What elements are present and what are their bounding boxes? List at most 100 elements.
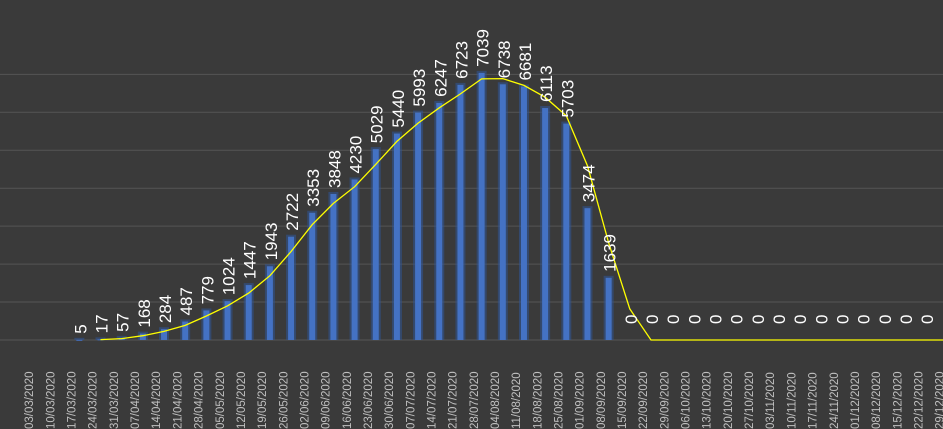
data-label: 2722 bbox=[283, 193, 302, 231]
data-label: 0 bbox=[664, 315, 683, 324]
data-label: 1024 bbox=[220, 257, 239, 295]
x-tick-label: 02/06/2020 bbox=[299, 371, 311, 429]
bar bbox=[351, 179, 358, 340]
data-label: 0 bbox=[770, 314, 789, 323]
x-tick-label: 21/07/2020 bbox=[448, 371, 460, 429]
bar bbox=[139, 333, 146, 340]
data-label: 779 bbox=[198, 276, 217, 304]
x-tick-label: 07/07/2020 bbox=[405, 371, 417, 429]
data-label: 5 bbox=[71, 324, 90, 333]
x-tick-label: 28/04/2020 bbox=[194, 371, 206, 429]
data-label: 0 bbox=[791, 315, 810, 324]
x-tick-label: 24/11/2020 bbox=[829, 372, 841, 429]
bar bbox=[436, 102, 443, 340]
bar-glow bbox=[95, 337, 106, 340]
bar bbox=[203, 310, 210, 340]
bar bbox=[393, 133, 400, 340]
x-tick-label: 14/04/2020 bbox=[151, 371, 163, 429]
x-tick-label: 13/10/2020 bbox=[702, 371, 714, 429]
data-label: 4230 bbox=[347, 136, 366, 174]
trendline bbox=[100, 77, 943, 341]
x-tick-label: 24/03/2020 bbox=[88, 371, 100, 429]
x-tick-label: 15/12/2020 bbox=[892, 371, 904, 429]
data-label: 6738 bbox=[495, 40, 514, 78]
data-label: 6723 bbox=[452, 41, 471, 79]
x-tick-label: 17/03/2020 bbox=[67, 371, 79, 429]
gridlines bbox=[0, 73, 943, 341]
data-label: 57 bbox=[114, 313, 133, 332]
x-tick-label: 31/03/2020 bbox=[109, 371, 121, 429]
x-tick-label: 05/05/2020 bbox=[215, 371, 227, 429]
data-label: 0 bbox=[834, 315, 853, 324]
x-tick-label: 30/06/2020 bbox=[384, 371, 396, 429]
bar bbox=[266, 266, 273, 340]
data-label: 0 bbox=[728, 315, 747, 324]
x-tick-label: 23/06/2020 bbox=[363, 371, 375, 429]
data-label: 487 bbox=[177, 287, 196, 315]
x-tick-label: 16/06/2020 bbox=[342, 371, 354, 429]
data-label: 3474 bbox=[579, 164, 598, 202]
x-tick-label: 25/08/2020 bbox=[554, 371, 566, 429]
bar bbox=[182, 321, 189, 340]
x-tick-label: 17/11/2020 bbox=[808, 372, 820, 429]
data-label: 6113 bbox=[537, 65, 556, 102]
x-tick-label: 29/12/2020 bbox=[935, 371, 943, 429]
bar bbox=[76, 339, 83, 341]
data-label: 0 bbox=[707, 315, 726, 324]
bar bbox=[584, 208, 591, 340]
x-tick-label: 11/08/2020 bbox=[511, 372, 523, 429]
bar bbox=[605, 277, 612, 340]
x-tick-label: 08/12/2020 bbox=[871, 371, 883, 429]
x-tick-label: 29/09/2020 bbox=[659, 371, 671, 429]
x-tick-label: 12/05/2020 bbox=[236, 371, 248, 429]
bar bbox=[563, 123, 570, 340]
bar bbox=[161, 329, 168, 340]
bars bbox=[74, 70, 614, 341]
data-label: 1639 bbox=[601, 234, 620, 272]
data-label: 0 bbox=[918, 314, 937, 323]
x-tick-label: 10/03/2020 bbox=[45, 371, 57, 429]
data-label: 284 bbox=[156, 295, 175, 323]
data-label: 0 bbox=[939, 315, 943, 324]
x-tick-label: 18/08/2020 bbox=[532, 371, 544, 429]
x-tick-label: 14/07/2020 bbox=[427, 371, 439, 429]
x-tick-label: 27/10/2020 bbox=[744, 371, 756, 429]
x-axis-tick-labels: 03/03/2020 10/03/2020 17/03/2020 24/03/2020… bbox=[24, 371, 943, 429]
data-label: 0 bbox=[749, 315, 768, 324]
data-label: 1447 bbox=[241, 241, 260, 279]
data-label: 6681 bbox=[516, 43, 535, 81]
data-label: 5029 bbox=[368, 105, 387, 143]
bar-glow bbox=[74, 337, 85, 340]
data-label: 17 bbox=[92, 314, 111, 333]
x-tick-label: 07/04/2020 bbox=[130, 371, 142, 429]
x-tick-label: 15/09/2020 bbox=[617, 371, 629, 429]
bar bbox=[330, 193, 337, 340]
x-tick-label: 19/05/2020 bbox=[257, 371, 269, 429]
x-tick-label: 22/09/2020 bbox=[638, 371, 650, 429]
bar bbox=[542, 108, 549, 340]
bar bbox=[457, 84, 464, 341]
data-label: 0 bbox=[897, 315, 916, 324]
data-label: 0 bbox=[685, 314, 704, 323]
bar bbox=[520, 86, 527, 340]
x-tick-label: 01/12/2020 bbox=[850, 371, 862, 429]
bar bbox=[415, 112, 422, 340]
bar bbox=[499, 84, 506, 340]
x-tick-label: 10/11/2020 bbox=[786, 372, 798, 429]
data-label: 3848 bbox=[325, 150, 344, 188]
data-label: 1943 bbox=[262, 222, 281, 260]
x-tick-label: 21/04/2020 bbox=[172, 371, 184, 429]
data-label: 5703 bbox=[558, 80, 577, 118]
bar bbox=[245, 285, 252, 340]
x-tick-label: 09/06/2020 bbox=[321, 371, 333, 429]
data-label: 0 bbox=[622, 315, 641, 324]
data-label: 3353 bbox=[304, 169, 323, 207]
x-tick-label: 28/07/2020 bbox=[469, 371, 481, 429]
bar bbox=[224, 301, 231, 340]
x-tick-label: 08/09/2020 bbox=[596, 371, 608, 429]
data-label: 6247 bbox=[431, 59, 450, 97]
data-label: 7039 bbox=[474, 29, 493, 67]
data-label: 0 bbox=[876, 315, 895, 324]
